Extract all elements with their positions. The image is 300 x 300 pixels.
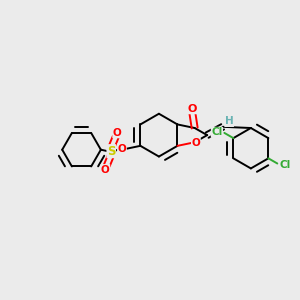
Text: O: O <box>191 138 200 148</box>
Text: O: O <box>188 104 197 114</box>
Text: O: O <box>118 144 126 154</box>
Text: O: O <box>101 165 110 175</box>
Text: Cl: Cl <box>211 127 223 137</box>
Text: S: S <box>107 145 116 158</box>
Text: Cl: Cl <box>279 160 290 170</box>
Text: H: H <box>225 116 233 127</box>
Text: O: O <box>113 128 122 138</box>
